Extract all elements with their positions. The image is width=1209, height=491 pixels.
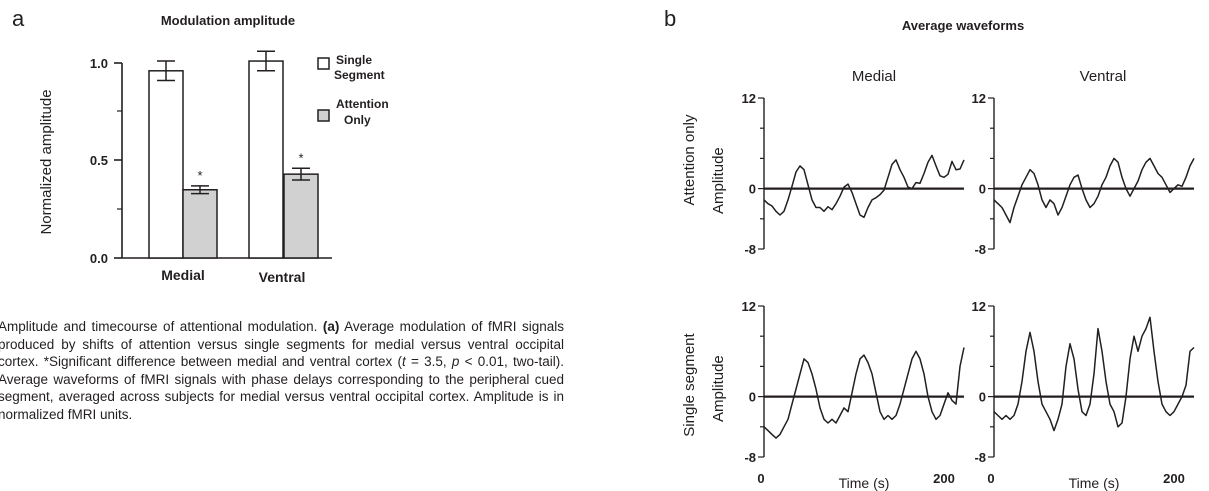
y-tick-label-single-segment-medial: -8 — [744, 450, 756, 465]
bar-chart-panel-a: a Modulation amplitude Normalized amplit… — [12, 6, 389, 285]
waveform-attention-only-ventral — [993, 157, 1195, 224]
caption-a-tag: (a) — [322, 319, 340, 334]
caption-t-symbol: t — [402, 354, 406, 370]
y-tick-label-single-segment-medial: 12 — [742, 299, 756, 314]
caption-a-text: Average modulation of fMRI signals produ… — [0, 319, 564, 370]
column-label-ventral: Ventral — [1080, 68, 1127, 85]
caption-p-symbol: p — [451, 354, 460, 370]
amplitude-label-attention-only-medial: Amplitude — [710, 147, 727, 214]
panel-b-letter: b — [664, 6, 676, 31]
waveform-single-segment-ventral — [993, 316, 1195, 432]
y-tick-label-single-segment-ventral: 0 — [979, 390, 986, 405]
caption-mid2: < 0.01, two-tail). — [459, 354, 565, 370]
legend-label-single-line1: Single — [336, 53, 372, 67]
x-tick-label-single-segment-medial: 200 — [933, 471, 955, 486]
legend-label-attention-line2: Only — [344, 113, 371, 127]
y-tick-label-attention-only-ventral: -8 — [974, 242, 986, 257]
y-tick-label-single-segment-medial: 0 — [749, 390, 756, 405]
x-axis-label-single-segment-ventral: Time (s) — [1069, 475, 1120, 491]
significance-asterisk: * — [298, 150, 303, 165]
caption-lead: Amplitude and timecourse of attentional … — [0, 319, 318, 334]
bar-medial-attention-only — [182, 189, 218, 259]
y-tick-label-single-segment-ventral: -8 — [974, 450, 986, 465]
x-tick-label-single-segment-ventral: 200 — [1163, 471, 1185, 486]
column-label-medial: Medial — [852, 68, 896, 85]
y-tick-label-single-segment-ventral: 12 — [972, 299, 986, 314]
y-tick-label: 1.0 — [90, 56, 108, 71]
chart-title: Modulation amplitude — [161, 13, 295, 28]
row-label-attention-only: Attention only — [681, 114, 698, 205]
category-label-ventral: Ventral — [259, 269, 306, 285]
legend-swatch-attention-only — [317, 109, 330, 122]
y-tick-label-attention-only-ventral: 0 — [979, 182, 986, 197]
y-tick-label-attention-only-medial: -8 — [744, 242, 756, 257]
y-tick-label: 0.0 — [90, 251, 108, 266]
legend-label-attention-line1: Attention — [336, 97, 389, 111]
bars-group: ** — [148, 50, 319, 259]
y-tick-label-attention-only-medial: 12 — [742, 91, 756, 106]
amplitude-label-single-segment-medial: Amplitude — [710, 355, 727, 422]
panel-a-letter: a — [12, 6, 25, 31]
caption-b-text: Average waveforms of fMRI signals with p… — [0, 371, 564, 422]
y-axis-label: Normalized amplitude — [38, 89, 55, 234]
x-tick-label-single-segment-ventral: 0 — [987, 471, 994, 486]
waveform-attention-only-medial — [763, 154, 965, 219]
bar-ventral-attention-only — [283, 173, 319, 259]
row-label-single-segment: Single segment — [681, 332, 698, 436]
legend-swatch-single-segment — [317, 57, 330, 70]
y-tick-label-attention-only-ventral: 12 — [972, 91, 986, 106]
category-label-medial: Medial — [161, 267, 205, 283]
legend-label-single-line2: Segment — [334, 68, 385, 82]
y-tick-label: 0.5 — [90, 153, 108, 168]
x-tick-label-single-segment-medial: 0 — [757, 471, 764, 486]
figure-caption: Amplitude and timecourse of attentional … — [0, 318, 564, 424]
bar-medial-single-segment — [148, 70, 184, 259]
y-tick-label-attention-only-medial: 0 — [749, 182, 756, 197]
chart-title-b: Average waveforms — [902, 18, 1024, 33]
caption-mid1: = 3.5, — [405, 354, 452, 370]
waveform-single-segment-medial — [763, 347, 965, 439]
x-axis-label-single-segment-medial: Time (s) — [839, 475, 890, 491]
line-chart-panel-b: b Average waveforms Medial Ventral Atten… — [664, 6, 1195, 491]
bar-ventral-single-segment — [248, 60, 284, 259]
significance-asterisk: * — [197, 168, 202, 183]
